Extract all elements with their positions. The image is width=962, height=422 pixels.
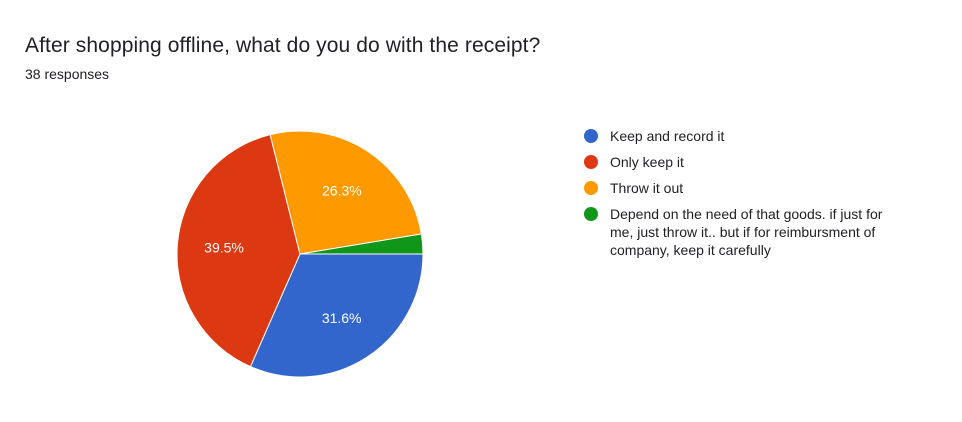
legend-item-2[interactable]: Throw it out: [584, 179, 884, 197]
slice-label-0: 31.6%: [322, 310, 362, 326]
pie-slice-3[interactable]: [299, 233, 424, 255]
legend-item-0[interactable]: Keep and record it: [584, 127, 884, 145]
legend-label-2: Throw it out: [610, 180, 684, 196]
legend-item-3[interactable]: Depend on the need of that goods. if jus…: [584, 205, 884, 259]
legend-label-0: Keep and record it: [610, 128, 725, 144]
chart-legend: Keep and record it Only keep it Throw it o…: [584, 127, 884, 267]
legend-label-3: Depend on the need of that goods. if jus…: [610, 206, 883, 258]
legend-item-1[interactable]: Only keep it: [584, 153, 884, 171]
legend-swatch-2: [584, 181, 598, 195]
pie-slice-2[interactable]: [269, 130, 422, 255]
legend-label-1: Only keep it: [610, 154, 684, 170]
slice-label-1: 39.5%: [204, 240, 244, 256]
pie-slice-1[interactable]: [176, 134, 301, 368]
legend-swatch-0: [584, 129, 598, 143]
legend-swatch-1: [584, 155, 598, 169]
slice-label-2: 26.3%: [322, 182, 362, 198]
pie-slice-0[interactable]: [249, 253, 424, 378]
legend-swatch-3: [584, 207, 598, 221]
response-count: 38 responses: [25, 66, 110, 82]
chart-title: After shopping offline, what do you do w…: [25, 34, 541, 57]
